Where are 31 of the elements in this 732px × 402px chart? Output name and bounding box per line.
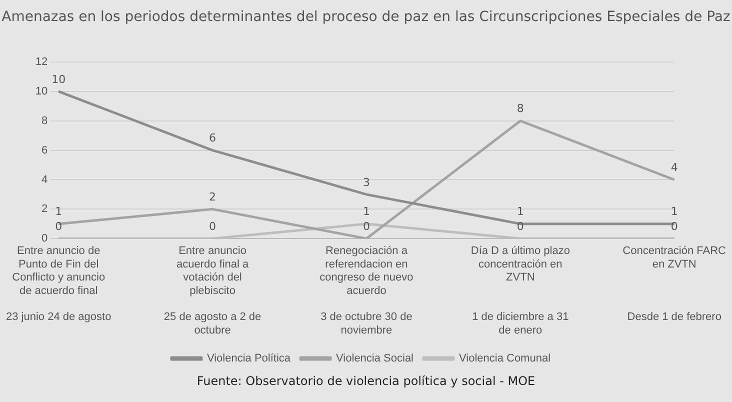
data-label: 0 — [670, 220, 678, 233]
data-label: 0 — [362, 220, 370, 233]
data-label: 1 — [55, 205, 62, 218]
category-label: Entre anuncio acuerdo final a votación del plebiscito 25 de agosto a 2 de octubre — [164, 245, 262, 336]
legend-label: Violencia Social — [336, 352, 414, 365]
data-label: 1 — [516, 205, 524, 218]
category-label: Renegociación a referendacion en congreso de nuevo acuerdo 3 de octubre 30 de noviembre — [320, 245, 414, 336]
y-tick-label: 8 — [41, 114, 48, 127]
data-label: 1 — [362, 205, 370, 218]
source-note: Fuente: Observatorio de violencia política y social - MOE — [196, 374, 536, 388]
data-label: 1 — [670, 205, 678, 218]
y-tick-label: 10 — [35, 85, 48, 98]
data-label: 4 — [670, 161, 678, 174]
y-tick-label: 6 — [41, 144, 48, 156]
data-label: 6 — [209, 132, 216, 145]
data-label: 0 — [55, 220, 62, 233]
category-label: Concentración FARC en ZVTN Desde 1 de febrero — [622, 245, 726, 324]
category-label: Entre anuncio de Punto de Fin del Conflicto y anuncio de acuerdo final 23 junio 24 de agosto — [6, 245, 112, 324]
chart-title: Amenazas en los periodos determinantes del proceso de paz en las Circunscripciones Especiales de Paz — [0, 8, 732, 27]
data-label: 2 — [209, 190, 216, 204]
y-tick-label: 2 — [41, 203, 48, 216]
y-tick-label: 4 — [41, 174, 48, 186]
legend-label: Violencia Comunal — [459, 352, 551, 365]
y-tick-label: 12 — [35, 56, 48, 68]
y-tick-label: 0 — [41, 232, 48, 245]
data-label: 10 — [52, 72, 66, 86]
data-label: 0 — [209, 220, 216, 233]
data-label: 3 — [362, 176, 370, 189]
legend-label: Violencia Política — [206, 352, 292, 365]
data-label: 8 — [516, 102, 524, 116]
category-label: Día D a último plazo concentración en ZVTN 1 de diciembre a 31 de enero — [470, 245, 570, 336]
